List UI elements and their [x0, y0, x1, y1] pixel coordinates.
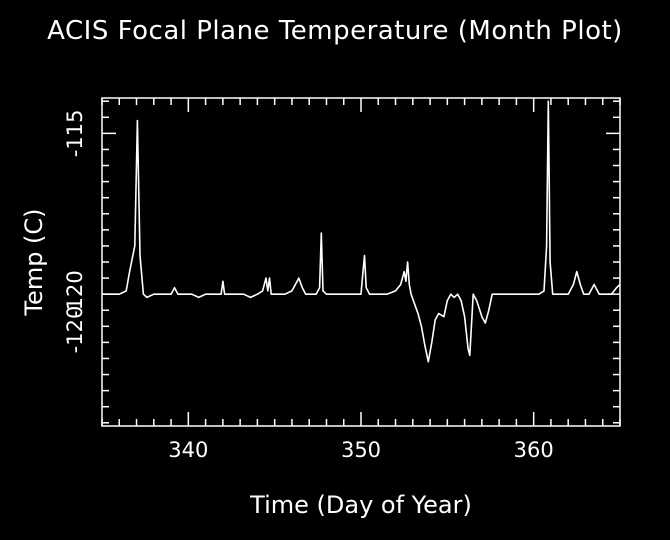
x-tick-label: 350: [341, 438, 381, 462]
y-axis-label: Temp (C): [20, 208, 48, 316]
series-group: [102, 100, 621, 363]
x-axis-label: Time (Day of Year): [249, 491, 472, 519]
y-tick-label: -120: [63, 306, 87, 354]
y-tick-label: -115: [63, 110, 87, 158]
x-tick-labels: 340 350 360: [168, 438, 553, 462]
y-tick-label: -120: [63, 270, 87, 318]
y-tick-labels: -115 -120-120: [63, 110, 87, 354]
y-axis-ticks: [102, 100, 620, 424]
x-tick-label: 340: [168, 438, 208, 462]
x-axis-ticks: [101, 98, 621, 426]
chart-title: ACIS Focal Plane Temperature (Month Plot…: [47, 16, 623, 46]
plot-frame: [101, 97, 621, 427]
series-line: [102, 100, 621, 363]
x-tick-label: 360: [514, 438, 554, 462]
